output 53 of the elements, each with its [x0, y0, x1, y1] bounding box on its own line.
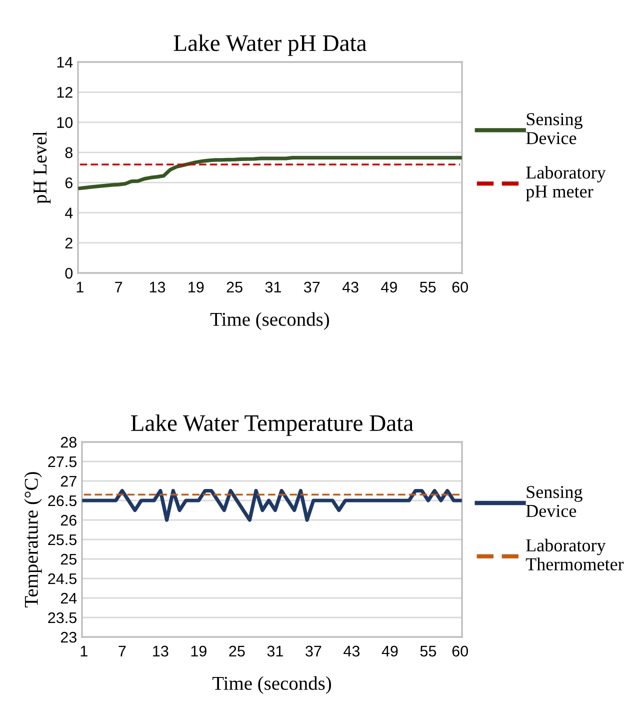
line-series [82, 488, 462, 522]
x-tick-label: 31 [267, 646, 283, 657]
x-tick-label: 13 [153, 646, 168, 657]
legend-label: Laboratory pH meter [526, 166, 606, 202]
y-tick-label: 10 [57, 117, 73, 128]
y-tick-label: 27.5 [48, 456, 76, 468]
x-tick-label: 43 [342, 282, 358, 293]
y-tick-label: 2 [65, 238, 72, 248]
x-axis-title: Time (seconds) [210, 312, 330, 330]
y-tick-label: 14 [57, 57, 73, 68]
x-tick-label: 55 [420, 282, 436, 293]
x-axis-title: Time (seconds) [212, 676, 332, 694]
legend-label: Sensing Device [526, 486, 582, 518]
x-tick-label: 60 [452, 282, 468, 293]
y-axis-title: pH Level [32, 131, 51, 204]
y-tick-label: 8 [65, 147, 72, 158]
x-tick-label: 49 [381, 282, 397, 293]
line-series [78, 156, 462, 190]
x-tick-label: 60 [452, 646, 468, 657]
y-tick-label: 6 [65, 177, 72, 188]
x-tick-label: 55 [420, 646, 436, 657]
y-tick-label: 25.5 [48, 534, 76, 546]
x-tick-label: 1 [80, 646, 88, 656]
x-tick-label: 43 [344, 646, 360, 657]
chart-title: Lake Water pH Data [174, 34, 367, 56]
x-tick-label: 7 [118, 646, 126, 656]
x-tick-label: 25 [229, 646, 245, 657]
x-tick-label: 37 [304, 282, 320, 293]
x-tick-label: 19 [191, 646, 206, 657]
x-tick-label: 31 [265, 282, 281, 293]
y-tick-label: 26.5 [48, 495, 76, 506]
x-tick-label: 49 [382, 646, 398, 657]
x-tick-label: 25 [226, 282, 242, 293]
y-tick-label: 27 [60, 476, 76, 487]
legend-label: Sensing Device [526, 113, 582, 144]
y-tick-label: 28 [60, 436, 76, 448]
y-tick-label: 23 [60, 632, 76, 643]
y-tick-label: 24.5 [48, 573, 76, 584]
y-tick-label: 0 [65, 268, 73, 279]
legend-label: Laboratory Thermometer [526, 538, 624, 570]
y-axis-title: Temperature (°C) [24, 472, 42, 608]
y-tick-label: 4 [64, 208, 73, 218]
y-tick-label: 26 [60, 514, 76, 526]
y-tick-label: 24 [60, 592, 77, 604]
y-tick-label: 25 [60, 554, 76, 565]
y-tick-label: 23.5 [48, 612, 76, 624]
x-tick-label: 37 [306, 646, 322, 657]
chart-title: Lake Water Temperature Data [130, 414, 414, 436]
y-tick-label: 12 [57, 87, 72, 98]
x-tick-label: 1 [76, 282, 84, 292]
x-tick-label: 7 [115, 282, 122, 292]
x-tick-label: 19 [188, 282, 204, 293]
x-tick-label: 13 [150, 282, 166, 293]
